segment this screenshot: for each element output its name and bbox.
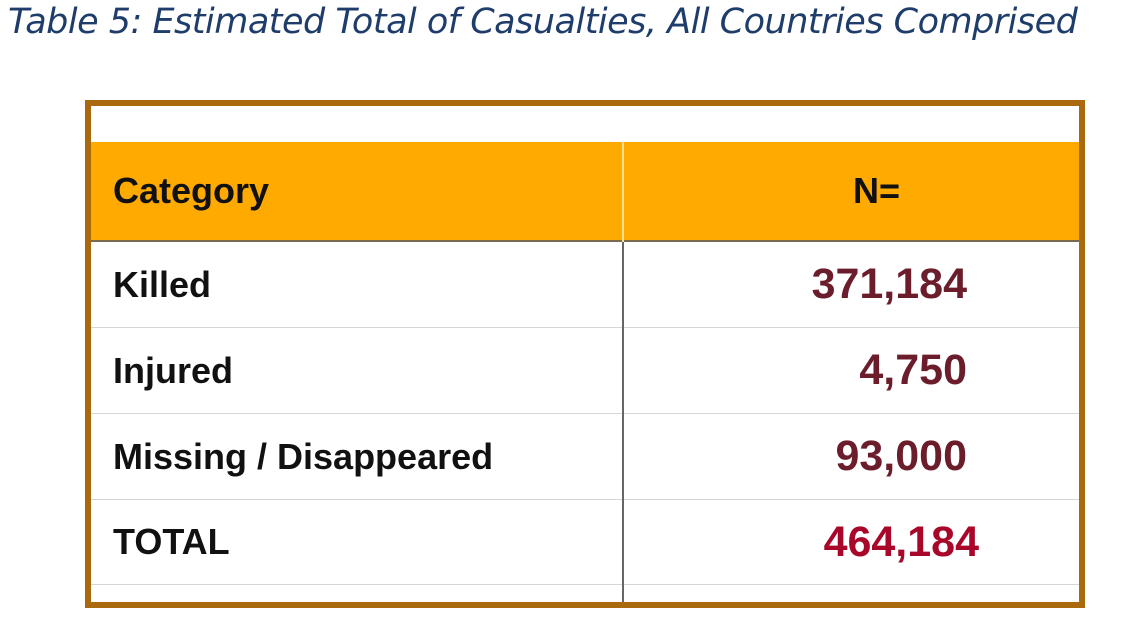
row-value: 371,184 <box>811 260 967 308</box>
row-category: Killed <box>113 263 212 305</box>
row-category: TOTAL <box>113 521 230 562</box>
table-row-total: TOTAL 464,184 <box>91 500 1079 585</box>
row-value: 4,750 <box>859 346 967 394</box>
table-row: Injured 4,750 <box>91 328 1079 414</box>
table-title: Table 5: Estimated Total of Casualties, … <box>8 2 1078 42</box>
casualties-table: Category N= Killed 371,184 Injured 4,750… <box>85 100 1085 608</box>
table-row: Missing / Disappeared 93,000 <box>91 414 1079 500</box>
table-row: Killed 371,184 <box>91 242 1079 328</box>
table-header-row: Category N= <box>91 142 1079 242</box>
column-divider <box>622 142 624 602</box>
row-category: Injured <box>113 349 234 391</box>
row-value-total: 464,184 <box>823 517 979 566</box>
header-column-divider <box>622 142 624 242</box>
header-category: Category <box>113 170 270 211</box>
row-category: Missing / Disappeared <box>113 435 494 477</box>
row-value: 93,000 <box>835 432 967 480</box>
header-n: N= <box>853 170 901 211</box>
table-top-band <box>91 106 1079 143</box>
